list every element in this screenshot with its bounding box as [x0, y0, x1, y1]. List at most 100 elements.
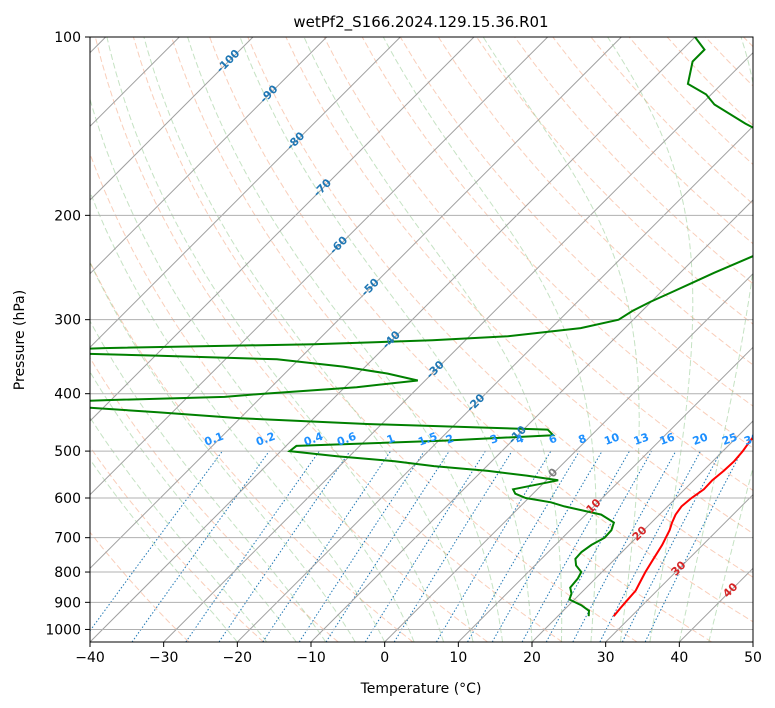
- mixing-ratio-line: [521, 450, 630, 642]
- sounding-profiles: [90, 37, 753, 617]
- dry-adiabats: [90, 37, 753, 642]
- y-tick-label: 500: [54, 444, 81, 460]
- dry-adiabat-line: [285, 37, 753, 535]
- y-tick-label: 100: [54, 30, 81, 46]
- dry-adiabat-line: [247, 37, 753, 578]
- y-tick-label: 800: [54, 565, 81, 581]
- mixing-ratio-line: [393, 450, 513, 642]
- mixing-ratio-label: 0.2: [254, 430, 277, 449]
- moist-adiabat-line: [90, 190, 386, 642]
- mixing-ratio-line: [644, 450, 743, 642]
- moist-adiabat-line: [90, 261, 356, 642]
- mixing-ratio-line: [599, 450, 701, 642]
- y-tick-label: 900: [54, 595, 81, 611]
- mixing-ratio-label: 13: [632, 430, 651, 447]
- moist-adiabat-line: [187, 37, 503, 642]
- plot-area: -100-90-80-70-60-50-40-30-20-10010203040…: [90, 37, 761, 642]
- moist-adiabat-line: [607, 37, 694, 642]
- moist-adiabat-line: [90, 416, 268, 642]
- mixing-ratio-line: [185, 450, 320, 642]
- y-axis: 100 200 300 400 500 600 700 800 900 1000: [45, 30, 90, 638]
- mixing-ratio-label: 16: [658, 430, 677, 448]
- isotherm-line: [90, 37, 254, 201]
- isotherm-line: [531, 420, 753, 642]
- y-tick-label: 300: [54, 313, 81, 329]
- dewpoint-profile: [90, 37, 753, 617]
- isotherm-line: [90, 37, 549, 496]
- x-tick-label: −30: [149, 650, 179, 666]
- x-tick-label: 50: [744, 650, 762, 666]
- mixing-ratio-label: 0.6: [335, 430, 358, 449]
- isotherm-line: [90, 37, 696, 642]
- moist-adiabat-line: [482, 37, 640, 642]
- mixing-ratio-label: 25: [720, 430, 739, 447]
- y-tick-label: 700: [54, 531, 81, 547]
- mixing-ratio-label: 2: [444, 432, 456, 447]
- moist-adiabat-line: [90, 458, 238, 642]
- dry-adiabat-line: [90, 152, 488, 642]
- mixing-ratio-line: [572, 450, 677, 642]
- y-tick-label: 200: [54, 208, 81, 224]
- y-axis-label: Pressure (hPa): [12, 290, 28, 390]
- y-tick-label: 600: [54, 491, 81, 507]
- dry-adiabat-line: [90, 531, 190, 642]
- isotherm-line: [384, 272, 753, 642]
- y-tick-label: 1000: [45, 622, 81, 638]
- mixing-ratio-line: [364, 450, 486, 642]
- mixing-ratio-line: [298, 450, 425, 642]
- moist-adiabat-line: [382, 37, 597, 642]
- isotherm-line: [90, 37, 401, 349]
- isotherm-line: [90, 37, 328, 275]
- isotherm-line: [90, 37, 622, 570]
- isotherm-line: [90, 37, 475, 422]
- x-tick-label: 40: [670, 650, 688, 666]
- isotherms: [90, 37, 753, 642]
- mixing-ratio-label: 20: [691, 430, 710, 448]
- mixing-ratio-label: 0.1: [203, 430, 226, 449]
- y-tick-label: 400: [54, 387, 81, 403]
- chart-title: wetPf2_S166.2024.129.15.36.R01: [293, 13, 548, 32]
- isotherm-line: [605, 493, 753, 642]
- x-axis-label: Temperature (°C): [360, 681, 482, 697]
- mixing-ratio-line: [218, 450, 351, 642]
- mixing-ratio-line: [545, 450, 653, 642]
- mixing-ratio-label: 8: [577, 432, 589, 447]
- moist-adiabat-line: [303, 37, 563, 642]
- moist-adiabat-line: [90, 370, 297, 642]
- moist-adiabat-line: [678, 37, 753, 642]
- dry-adiabat-line: [437, 37, 753, 366]
- moist-adiabat-line: [143, 37, 474, 642]
- x-tick-label: −10: [296, 650, 326, 666]
- mixing-ratio-label: 10: [602, 430, 621, 448]
- isotherm-line: [457, 346, 753, 642]
- mixing-ratio-label: 6: [547, 432, 559, 447]
- isotherm-line: [236, 125, 753, 642]
- isobars: [90, 37, 753, 630]
- dry-adiabat-line: [132, 37, 638, 642]
- x-tick-label: 30: [597, 650, 615, 666]
- x-tick-label: 20: [523, 650, 541, 666]
- mixing-ratio-label: 0.4: [302, 430, 325, 449]
- dry-adiabat-line: [209, 37, 753, 623]
- mixing-ratio-line: [262, 450, 392, 642]
- x-tick-label: −40: [75, 650, 105, 666]
- dry-adiabat-line: [399, 37, 753, 407]
- mixing-ratio-label: 30: [742, 430, 761, 448]
- x-tick-label: 10: [449, 650, 467, 666]
- plot-frame: [89, 36, 754, 643]
- x-tick-label: −20: [223, 650, 253, 666]
- mixing-ratio-line: [90, 450, 223, 632]
- dry-adiabat-line: [514, 37, 753, 285]
- isotherm-line: [310, 199, 753, 642]
- mixing-ratio-label: 1: [385, 432, 397, 447]
- mixing-ratio-label: 4: [514, 432, 526, 447]
- mixing-ratio-label: 1.5: [416, 430, 439, 449]
- moist-adiabat-line: [239, 37, 533, 642]
- dry-adiabat-line: [94, 37, 563, 642]
- temperature-profile: [612, 435, 753, 617]
- mixing-ratio-label: 3: [488, 432, 500, 447]
- mixing-ratio-lines: [90, 450, 743, 642]
- x-tick-label: 0: [380, 650, 389, 666]
- moist-adiabat-line: [106, 37, 445, 642]
